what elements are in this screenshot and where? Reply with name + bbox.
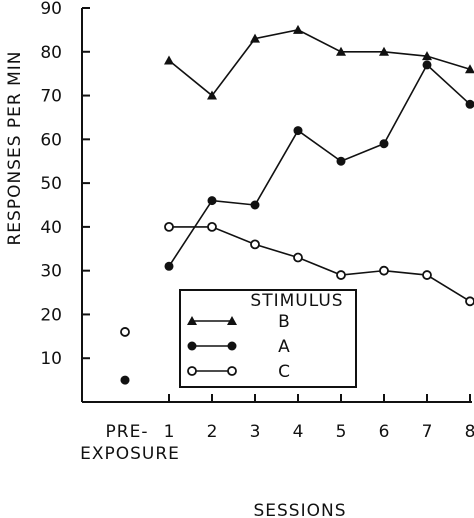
y-tick-group: 10 20 30 40 50 60 70 80 90 <box>40 0 90 369</box>
series-a-point <box>293 126 303 136</box>
legend-entry-a: A <box>187 337 290 357</box>
series-a-point <box>422 60 432 70</box>
y-tick-label: 70 <box>40 87 62 107</box>
legend-title: STIMULUS <box>250 291 343 311</box>
legend-marker <box>187 341 197 351</box>
series-a-point <box>465 99 474 109</box>
legend-label: B <box>278 312 290 332</box>
y-tick-label: 10 <box>40 349 62 369</box>
x-axis-title: SESSIONS <box>253 501 346 518</box>
legend-entry-b: B <box>187 312 290 332</box>
y-tick-label: 60 <box>40 130 62 150</box>
series-b-point <box>336 46 346 56</box>
legend-entry-c: C <box>187 362 290 382</box>
x-tick-label: 6 <box>379 422 390 442</box>
series-layer <box>120 24 474 385</box>
x-tick-label: 8 <box>465 422 474 442</box>
series-a-pre-exposure-point <box>120 375 130 385</box>
series-c <box>120 221 474 337</box>
series-b-point <box>164 55 174 65</box>
series-b-point <box>465 64 474 74</box>
x-tick-label: 3 <box>250 422 261 442</box>
x-tick-label: 7 <box>422 422 433 442</box>
y-tick-label: 90 <box>40 0 62 19</box>
series-b-point <box>379 46 389 56</box>
legend: STIMULUS BAC <box>179 289 357 388</box>
series-c-point <box>336 270 346 280</box>
legend-marker <box>187 366 197 376</box>
legend-marker <box>187 316 197 325</box>
series-c-point <box>465 296 474 307</box>
series-c-point <box>250 239 260 250</box>
series-b-point <box>250 33 260 43</box>
series-b-point <box>207 90 217 100</box>
series-c-point <box>422 270 432 280</box>
series-b-line <box>168 29 471 97</box>
y-tick-label: 30 <box>40 262 62 282</box>
series-c-point <box>293 252 303 263</box>
x-tick-label: 5 <box>336 422 347 442</box>
legend-entries: BAC <box>187 312 290 382</box>
series-a-point <box>336 156 346 166</box>
series-b <box>164 24 474 100</box>
series-c-line <box>169 226 471 302</box>
y-tick-label: 20 <box>40 305 62 325</box>
y-tick-label: 50 <box>40 174 62 194</box>
legend-label: A <box>278 337 290 357</box>
series-a <box>120 60 474 385</box>
series-a-point <box>250 200 260 210</box>
y-axis-title: RESPONSES PER MIN <box>5 50 25 245</box>
pre-exposure-label-line1: PRE- <box>106 422 149 442</box>
series-c-point <box>379 265 389 276</box>
x-tick-group: 1 2 3 4 5 6 7 8 <box>164 394 474 442</box>
series-c-point <box>164 221 174 232</box>
y-tick-label: 80 <box>40 43 62 63</box>
series-a-point <box>207 196 217 206</box>
series-c-point <box>207 221 217 232</box>
series-b-point <box>293 24 303 34</box>
legend-marker <box>227 366 237 376</box>
series-a-point <box>164 261 174 271</box>
legend-label: C <box>278 362 290 382</box>
series-a-line <box>168 63 471 267</box>
legend-marker <box>227 341 237 351</box>
series-c-pre-exposure-point <box>120 327 130 337</box>
x-tick-label: 1 <box>164 422 175 442</box>
pre-exposure-label-line2: EXPOSURE <box>80 444 180 464</box>
x-tick-label: 4 <box>293 422 304 442</box>
series-b-point <box>422 51 432 61</box>
series-a-point <box>379 139 389 149</box>
y-tick-label: 40 <box>40 218 62 238</box>
x-tick-label: 2 <box>207 422 218 442</box>
legend-marker <box>227 316 237 325</box>
